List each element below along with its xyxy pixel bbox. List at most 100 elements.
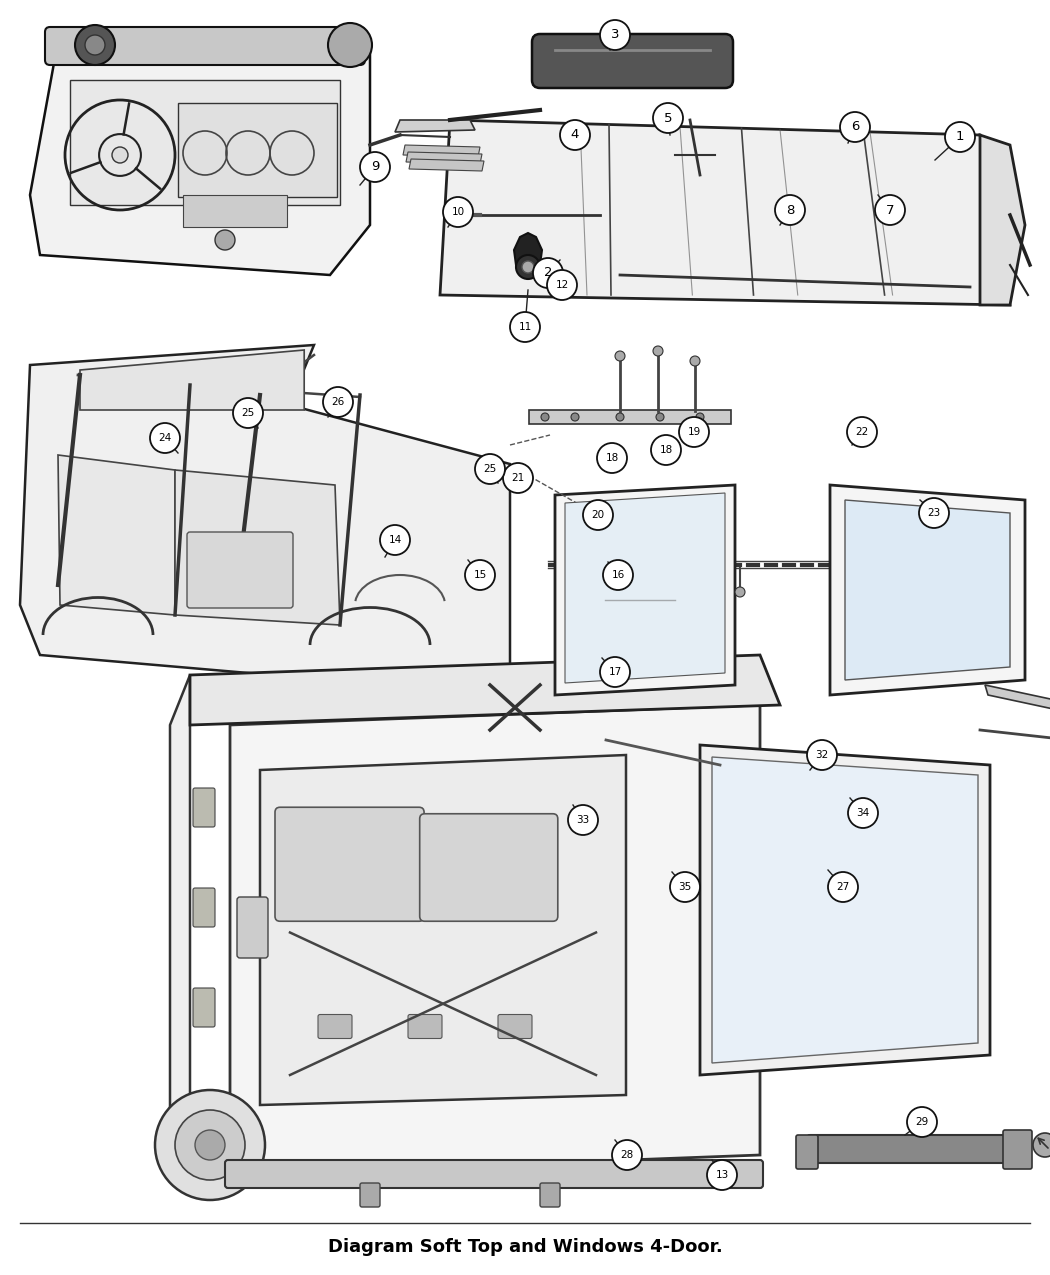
Circle shape [465, 560, 495, 590]
Polygon shape [514, 233, 542, 265]
Polygon shape [30, 31, 370, 275]
Text: 5: 5 [664, 111, 672, 125]
Polygon shape [985, 685, 1050, 710]
FancyBboxPatch shape [1003, 1130, 1032, 1169]
Polygon shape [830, 484, 1025, 695]
Text: 13: 13 [715, 1170, 729, 1179]
Circle shape [328, 23, 372, 68]
Text: 21: 21 [511, 473, 525, 483]
Text: 19: 19 [688, 427, 700, 437]
Circle shape [112, 147, 128, 163]
Text: 9: 9 [371, 161, 379, 173]
Circle shape [847, 417, 877, 448]
FancyBboxPatch shape [237, 898, 268, 958]
Circle shape [775, 195, 805, 224]
Circle shape [1033, 1133, 1050, 1156]
Circle shape [583, 500, 613, 530]
FancyBboxPatch shape [532, 34, 733, 88]
Circle shape [848, 798, 878, 827]
Polygon shape [406, 152, 482, 164]
Circle shape [547, 270, 578, 300]
Text: 34: 34 [857, 808, 869, 819]
Text: 4: 4 [571, 129, 580, 142]
Text: 16: 16 [611, 570, 625, 580]
Polygon shape [230, 705, 760, 1176]
Text: 18: 18 [606, 453, 618, 463]
Polygon shape [175, 470, 340, 625]
Circle shape [571, 413, 579, 421]
Text: 28: 28 [621, 1150, 633, 1160]
Polygon shape [80, 351, 304, 411]
FancyBboxPatch shape [45, 27, 365, 65]
FancyBboxPatch shape [529, 411, 731, 425]
FancyBboxPatch shape [498, 1015, 532, 1039]
Circle shape [695, 586, 705, 597]
FancyBboxPatch shape [70, 80, 340, 205]
Circle shape [615, 351, 625, 361]
Polygon shape [58, 455, 175, 615]
Polygon shape [565, 493, 724, 683]
FancyBboxPatch shape [225, 1160, 763, 1188]
Circle shape [807, 740, 837, 770]
Polygon shape [395, 120, 475, 133]
Circle shape [653, 103, 682, 133]
FancyBboxPatch shape [420, 813, 558, 922]
Circle shape [516, 255, 540, 279]
Polygon shape [712, 757, 978, 1063]
Circle shape [603, 560, 633, 590]
FancyBboxPatch shape [183, 195, 287, 227]
Text: 14: 14 [388, 536, 401, 544]
Circle shape [945, 122, 975, 152]
Polygon shape [190, 655, 780, 725]
Text: 32: 32 [816, 750, 828, 760]
FancyBboxPatch shape [187, 532, 293, 608]
Circle shape [655, 586, 665, 597]
Circle shape [85, 34, 105, 55]
FancyBboxPatch shape [796, 1135, 818, 1169]
Text: 27: 27 [837, 882, 849, 892]
FancyBboxPatch shape [318, 1015, 352, 1039]
Text: 20: 20 [591, 510, 605, 520]
Circle shape [75, 26, 116, 65]
Polygon shape [700, 745, 990, 1075]
FancyBboxPatch shape [360, 1183, 380, 1207]
Text: 2: 2 [544, 266, 552, 279]
Polygon shape [170, 674, 230, 1176]
Circle shape [533, 258, 563, 288]
Circle shape [696, 413, 704, 421]
Polygon shape [555, 484, 735, 695]
Text: 18: 18 [659, 445, 673, 455]
Polygon shape [845, 500, 1010, 680]
Circle shape [233, 398, 262, 428]
Polygon shape [260, 755, 626, 1105]
Circle shape [541, 413, 549, 421]
Circle shape [828, 872, 858, 901]
Circle shape [175, 1111, 245, 1179]
Circle shape [510, 312, 540, 342]
Circle shape [707, 1160, 737, 1190]
Circle shape [656, 413, 664, 421]
Text: 6: 6 [850, 121, 859, 134]
Circle shape [155, 1090, 265, 1200]
Circle shape [670, 872, 700, 901]
Text: 26: 26 [332, 397, 344, 407]
FancyBboxPatch shape [408, 1015, 442, 1039]
Text: 25: 25 [483, 464, 497, 474]
Circle shape [907, 1107, 937, 1137]
Circle shape [651, 435, 681, 465]
FancyBboxPatch shape [540, 1183, 560, 1207]
Text: 17: 17 [608, 667, 622, 677]
Circle shape [475, 454, 505, 484]
Text: 10: 10 [452, 207, 464, 217]
Text: 15: 15 [474, 570, 486, 580]
FancyBboxPatch shape [193, 788, 215, 827]
Text: 12: 12 [555, 280, 569, 289]
Circle shape [840, 112, 870, 142]
Circle shape [522, 261, 534, 273]
Text: 1: 1 [956, 130, 964, 144]
Circle shape [560, 120, 590, 150]
Text: 7: 7 [886, 204, 895, 217]
FancyBboxPatch shape [193, 988, 215, 1026]
Circle shape [600, 20, 630, 50]
Circle shape [503, 463, 533, 493]
